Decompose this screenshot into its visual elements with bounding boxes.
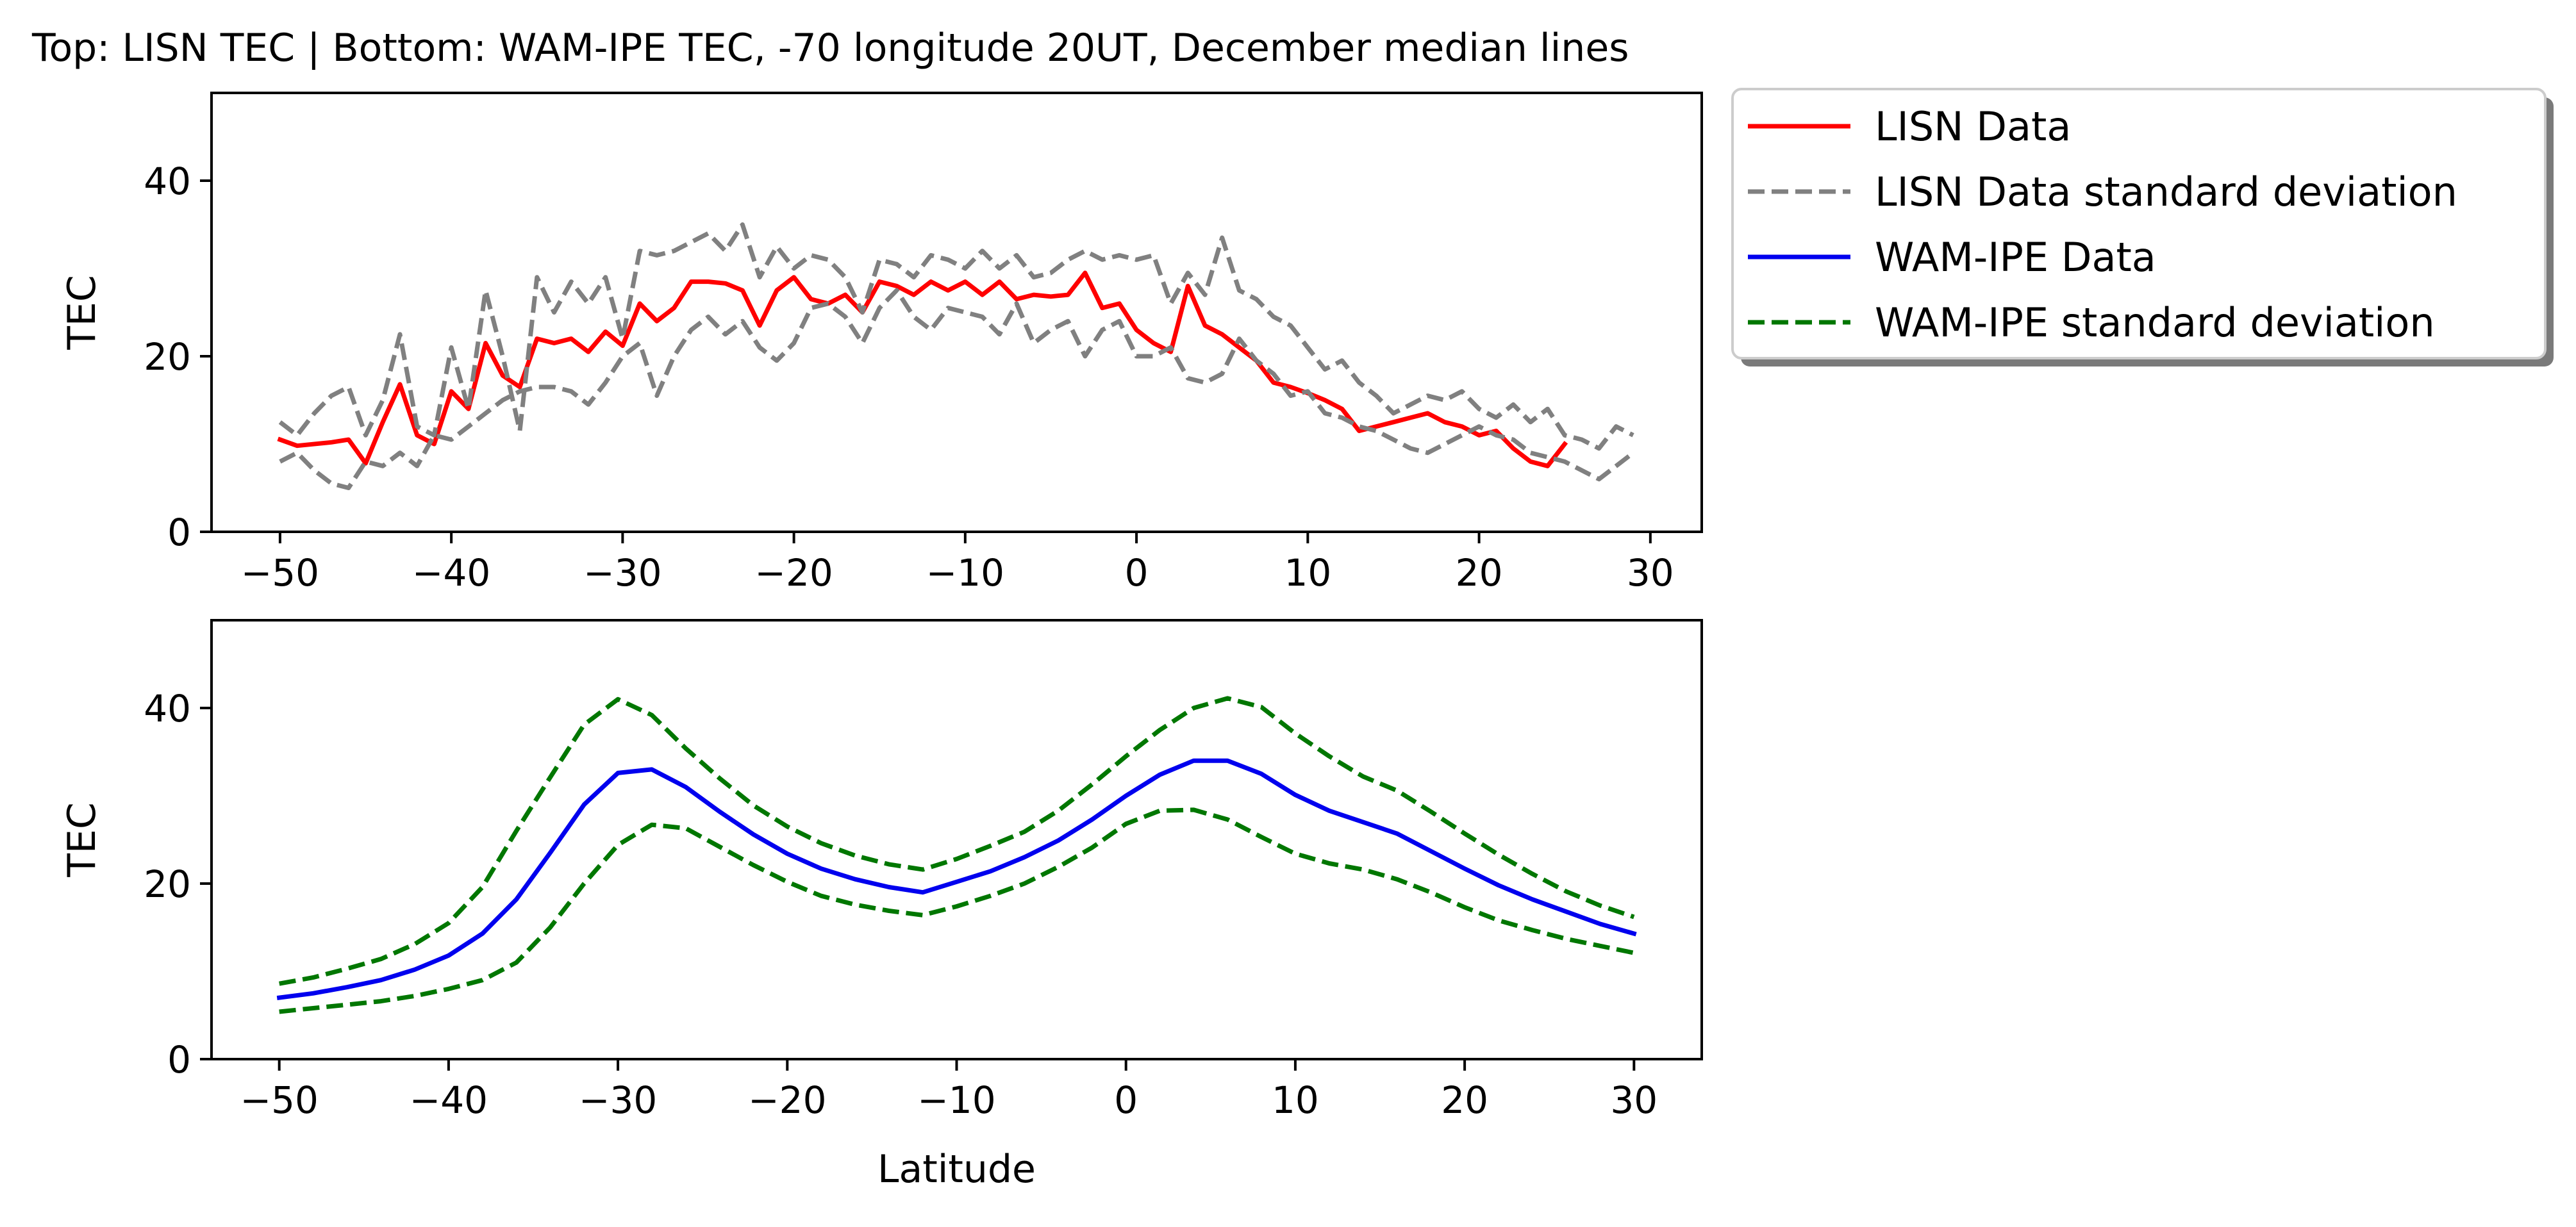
bottom-x-tick-label: −10 <box>917 1078 995 1122</box>
top-series-line-1 <box>278 222 1634 451</box>
top-x-tick-label: −50 <box>241 551 319 595</box>
top-x-tick-label: −40 <box>412 551 490 595</box>
bottom-x-tick-label: −20 <box>748 1078 826 1122</box>
top-x-tick-label: 20 <box>1456 551 1503 595</box>
legend-label-3: WAM-IPE standard deviation <box>1875 299 2435 346</box>
bottom-y-tick-label: 0 <box>167 1038 191 1082</box>
bottom-x-tick-label: 10 <box>1272 1078 1319 1122</box>
figure-title: Top: LISN TEC | Bottom: WAM-IPE TEC, -70… <box>31 26 1629 70</box>
top-y-tick-label: 0 <box>167 511 191 554</box>
bottom-x-tick-label: −40 <box>410 1078 488 1122</box>
top-panel: −50 −40 −30 −20 −10 0 10 20 30 0 20 40 TEC <box>60 92 1703 595</box>
top-series-line-0 <box>277 270 1568 468</box>
bottom-y-axis-label: TEC <box>60 802 104 877</box>
bottom-series-line-1 <box>279 696 1635 986</box>
top-y-tick-label: 40 <box>144 160 191 203</box>
bottom-x-tick-label: 30 <box>1610 1078 1658 1122</box>
legend: LISN Data LISN Data standard deviation WAM… <box>1731 88 2554 366</box>
top-x-tick-label: 30 <box>1627 551 1674 595</box>
legend-label-2: WAM-IPE Data <box>1875 234 2156 281</box>
bottom-series-line-0 <box>276 758 1637 1001</box>
top-series-line-2 <box>279 288 1635 490</box>
top-y-tick-label: 20 <box>144 335 191 379</box>
bottom-panel: −50 −40 −30 −20 −10 0 10 20 30 0 20 40 TEC Latitude <box>60 619 1703 1192</box>
bottom-y-tick-label: 40 <box>144 687 191 730</box>
top-x-tick-label: −20 <box>754 551 833 595</box>
top-x-tick-label: 0 <box>1125 551 1149 595</box>
legend-label-0: LISN Data <box>1875 103 2071 150</box>
bottom-x-tick-label: −30 <box>579 1078 657 1122</box>
top-x-tick-label: −10 <box>926 551 1004 595</box>
top-y-axis-label: TEC <box>60 275 104 350</box>
bottom-x-tick-label: 20 <box>1441 1078 1488 1122</box>
top-x-tick-label: 10 <box>1284 551 1331 595</box>
bottom-x-tick-label: 0 <box>1114 1078 1138 1122</box>
top-axes-frame <box>210 92 1703 533</box>
legend-box <box>1731 88 2547 359</box>
bottom-x-axis-label: Latitude <box>877 1147 1036 1192</box>
bottom-x-tick-label: −50 <box>240 1078 318 1122</box>
legend-label-1: LISN Data standard deviation <box>1875 169 2457 215</box>
bottom-y-tick-label: 20 <box>144 862 191 906</box>
top-x-tick-label: −30 <box>583 551 661 595</box>
bottom-series-line-2 <box>279 807 1635 1014</box>
